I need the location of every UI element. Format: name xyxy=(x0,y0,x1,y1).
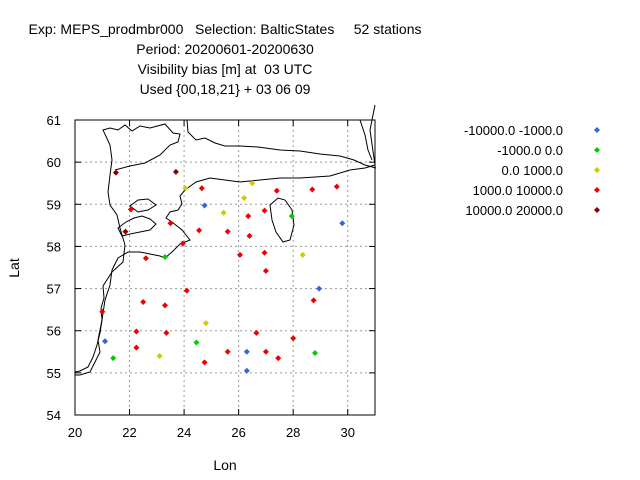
y-tick-label: 59 xyxy=(47,197,61,212)
data-point xyxy=(249,180,256,187)
title-line-2: Period: 20200601-20200630 xyxy=(136,41,314,57)
data-point xyxy=(162,302,168,309)
data-point xyxy=(133,344,140,351)
title-line-1: Exp: MEPS_prodmbr000 Selection: BalticSt… xyxy=(28,21,422,37)
data-point xyxy=(333,183,340,190)
data-point xyxy=(122,228,129,235)
data-point xyxy=(245,213,252,220)
legend-label: 10000.0 20000.0 xyxy=(465,203,563,218)
data-point xyxy=(140,299,147,306)
data-points xyxy=(99,168,346,374)
data-point xyxy=(196,227,203,234)
legend-marker xyxy=(594,127,600,133)
data-point xyxy=(110,355,117,362)
legend: -10000.0 -1000.0 -1000.0 0.0 0.0 1000.0 100… xyxy=(464,123,600,218)
data-point xyxy=(142,255,149,262)
x-tick-label: 30 xyxy=(340,425,354,440)
y-axis-ticks: 54 55 56 57 58 59 60 61 xyxy=(47,113,375,423)
plot-border xyxy=(74,119,376,416)
data-point xyxy=(172,168,179,175)
data-point xyxy=(246,232,253,239)
x-tick-label: 20 xyxy=(68,425,82,440)
legend-label: 1000.0 10000.0 xyxy=(473,183,563,198)
x-axis-ticks: 20 22 24 26 28 30 xyxy=(68,120,355,440)
x-tick-label: 22 xyxy=(122,425,136,440)
data-point xyxy=(299,251,306,258)
data-point xyxy=(198,185,205,192)
data-point xyxy=(273,187,280,194)
data-point xyxy=(179,240,186,247)
y-tick-label: 57 xyxy=(47,282,61,297)
x-axis-label: Lon xyxy=(213,457,236,473)
data-point xyxy=(182,185,189,192)
data-point xyxy=(127,206,134,213)
title-line-4: Used {00,18,21} + 03 06 09 xyxy=(139,81,311,97)
data-point xyxy=(241,194,248,201)
data-point xyxy=(243,348,250,355)
data-point xyxy=(310,297,317,304)
data-point xyxy=(243,367,250,374)
data-point xyxy=(193,339,200,346)
data-point xyxy=(290,335,297,342)
data-point xyxy=(156,353,163,359)
data-point xyxy=(102,338,108,345)
data-point xyxy=(309,186,316,193)
data-point xyxy=(202,320,209,327)
data-point xyxy=(261,249,268,256)
data-point xyxy=(133,328,140,335)
x-tick-label: 26 xyxy=(231,425,245,440)
data-point xyxy=(99,308,106,315)
y-tick-label: 56 xyxy=(47,324,61,339)
data-point xyxy=(275,355,282,362)
data-point xyxy=(339,220,346,227)
data-point xyxy=(201,202,208,209)
y-tick-label: 61 xyxy=(47,113,61,128)
data-point xyxy=(262,267,269,274)
data-point xyxy=(253,329,260,336)
y-tick-label: 54 xyxy=(47,408,61,423)
data-point xyxy=(167,220,174,227)
data-point xyxy=(201,359,208,366)
data-point xyxy=(312,350,318,357)
data-point xyxy=(261,207,268,214)
coastline-map xyxy=(74,104,377,376)
x-tick-label: 24 xyxy=(177,425,191,440)
legend-marker xyxy=(594,187,600,193)
data-point xyxy=(162,253,168,260)
x-tick-label: 28 xyxy=(286,425,300,440)
legend-label: 0.0 1000.0 xyxy=(502,163,563,178)
grid xyxy=(75,120,375,415)
data-point xyxy=(220,209,227,216)
data-point xyxy=(316,285,323,292)
y-axis-label: Lat xyxy=(6,258,22,278)
data-point xyxy=(163,329,170,336)
data-point xyxy=(224,228,231,235)
legend-marker xyxy=(594,147,600,153)
legend-label: -1000.0 0.0 xyxy=(497,143,563,158)
legend-marker xyxy=(594,207,600,213)
y-tick-label: 60 xyxy=(47,155,61,170)
data-point xyxy=(224,348,231,355)
legend-label: -10000.0 -1000.0 xyxy=(464,123,563,138)
plot-frame xyxy=(74,119,376,416)
data-point xyxy=(262,348,269,355)
legend-marker xyxy=(594,167,600,173)
title-line-3: Visibility bias [m] at 03 UTC xyxy=(137,61,313,77)
data-point xyxy=(183,287,190,294)
data-point xyxy=(112,169,119,176)
data-point xyxy=(288,213,295,220)
data-point xyxy=(237,251,243,258)
y-tick-label: 58 xyxy=(47,239,61,254)
y-tick-label: 55 xyxy=(47,366,61,381)
